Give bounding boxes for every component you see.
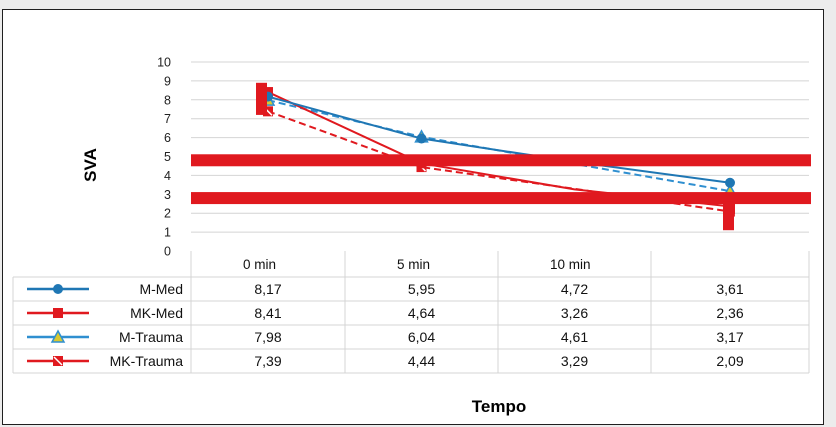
data-cell: 4,61 [561, 329, 588, 345]
data-point [725, 178, 735, 188]
chart-frame: 0 1 2 3 4 5 6 7 8 9 10 SVA 0 min 5 min 10 min M-Med 8,… [2, 9, 824, 425]
range-bar [723, 202, 734, 230]
data-cell: 8,41 [254, 305, 281, 321]
legend-key-marker [53, 356, 63, 366]
gridlines [191, 62, 809, 232]
y-tick-label: 7 [164, 112, 171, 126]
data-cell: 2,36 [716, 305, 743, 321]
legend-series-name: MK-Trauma [110, 353, 184, 369]
data-point [417, 134, 427, 144]
y-tick-label: 4 [164, 169, 171, 183]
category-label: 0 min [243, 257, 276, 272]
data-cell: 5,95 [408, 281, 435, 297]
data-cell: 4,64 [408, 305, 435, 321]
data-cell: 3,61 [716, 281, 743, 297]
y-tick-label: 1 [164, 226, 171, 240]
range-bar [256, 83, 267, 115]
data-cell: 4,44 [408, 353, 435, 369]
reference-band [191, 192, 811, 204]
y-tick-label: 3 [164, 188, 171, 202]
y-tick-label: 9 [164, 74, 171, 88]
data-cell: 8,17 [254, 281, 281, 297]
data-cell: 6,04 [408, 329, 435, 345]
category-label: 5 min [397, 257, 430, 272]
category-label: 10 min [550, 257, 591, 272]
legend-series-name: MK-Med [130, 305, 183, 321]
reference-band [191, 154, 811, 166]
data-cell: 4,72 [561, 281, 588, 297]
y-tick-label: 6 [164, 131, 171, 145]
x-axis-title: Tempo [472, 397, 526, 416]
legend-series-name: M-Med [139, 281, 183, 297]
data-cell: 7,98 [254, 329, 281, 345]
data-cell: 2,09 [716, 353, 743, 369]
y-tick-label: 10 [157, 56, 171, 70]
y-tick-label: 2 [164, 207, 171, 221]
legend-key-marker [53, 308, 63, 318]
y-tick-label: 0 [164, 245, 171, 259]
line-chart: 0 1 2 3 4 5 6 7 8 9 10 SVA 0 min 5 min 10 min M-Med 8,… [3, 10, 825, 426]
y-tick-label: 8 [164, 93, 171, 107]
data-cell: 7,39 [254, 353, 281, 369]
legend-key-marker [53, 284, 63, 294]
data-cell: 3,29 [561, 353, 588, 369]
y-tick-label: 5 [164, 150, 171, 164]
y-axis-ticks: 0 1 2 3 4 5 6 7 8 9 10 [157, 56, 171, 259]
data-cell: 3,17 [716, 329, 743, 345]
data-table: 0 min 5 min 10 min M-Med 8,17 5,95 4,72 3,61 MK-… [13, 251, 809, 373]
y-axis-title: SVA [81, 148, 100, 182]
legend-series-name: M-Trauma [119, 329, 183, 345]
series-line [268, 97, 730, 183]
data-cell: 3,26 [561, 305, 588, 321]
series-line [268, 92, 730, 206]
